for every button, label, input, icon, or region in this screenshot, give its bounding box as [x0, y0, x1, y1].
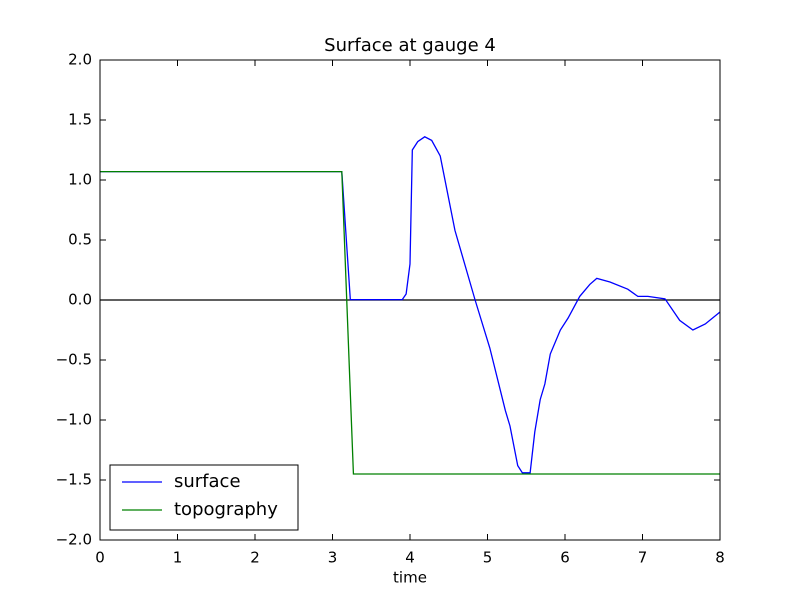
- chart-title: Surface at gauge 4: [324, 35, 496, 56]
- y-tick-label: 0.5: [68, 231, 92, 249]
- legend-box: [109, 464, 299, 531]
- x-tick-label: 1: [173, 549, 183, 567]
- y-tick-label: 1.0: [68, 171, 92, 189]
- x-tick-label: 4: [405, 549, 415, 567]
- x-tick-label: 5: [483, 549, 493, 567]
- x-tick-label: 7: [638, 549, 648, 567]
- x-tick-label: 0: [95, 549, 105, 567]
- x-tick-label: 3: [328, 549, 338, 567]
- y-tick-label: −1.5: [56, 471, 92, 489]
- series-line: [100, 136, 721, 474]
- y-tick-label: 2.0: [68, 51, 92, 69]
- x-tick-label: 8: [715, 549, 725, 567]
- legend-label: surface: [174, 471, 241, 492]
- x-tick-label: 2: [250, 549, 260, 567]
- y-tick-label: −0.5: [56, 351, 92, 369]
- x-axis-label: time: [393, 569, 427, 587]
- y-tick-label: 1.5: [68, 111, 92, 129]
- y-tick-label: −2.0: [56, 531, 92, 549]
- legend-label: topography: [174, 499, 278, 520]
- y-tick-label: −1.0: [56, 411, 92, 429]
- series-line: [100, 170, 720, 475]
- x-tick-label: 6: [560, 549, 570, 567]
- y-tick-label: 0.0: [68, 291, 92, 309]
- plot-frame: [99, 59, 721, 541]
